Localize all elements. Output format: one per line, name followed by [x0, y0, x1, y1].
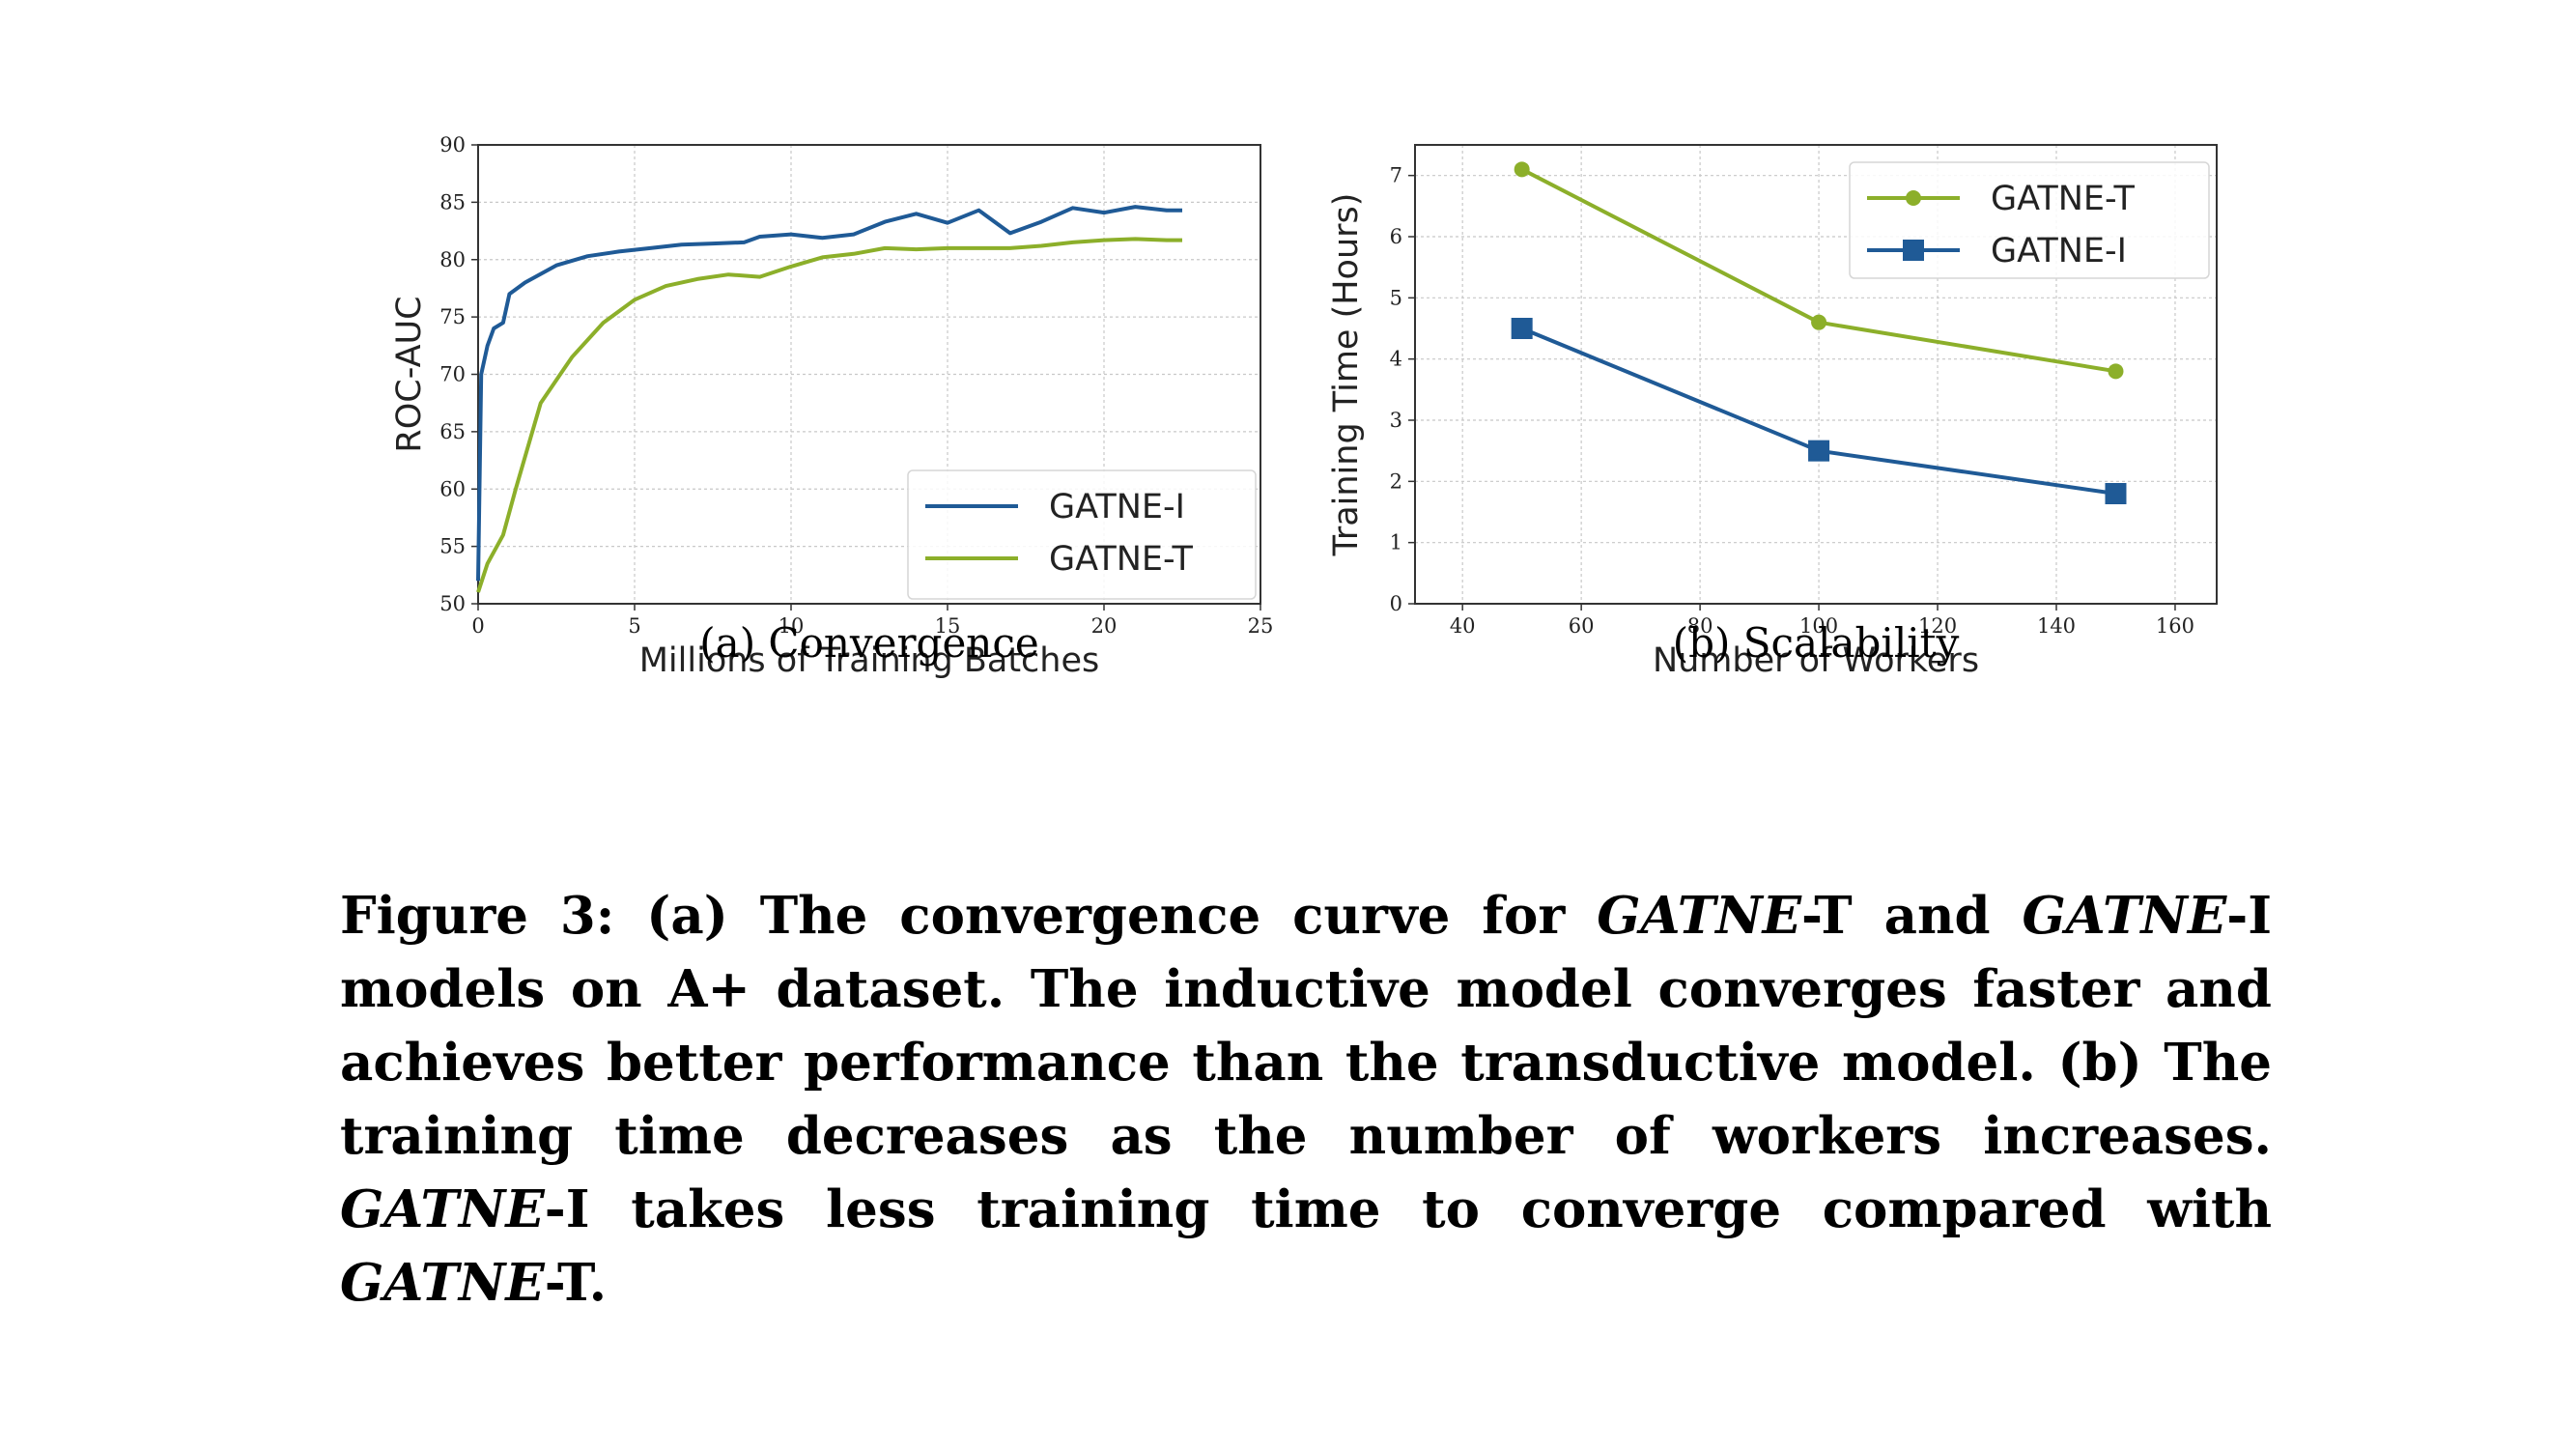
- x-tick-label: 40: [1450, 614, 1476, 638]
- series-line: [476, 205, 1182, 582]
- convergence-chart: 0 5 10 15 20 25 50 55 60 65 70 75 80 85 90 Millions of …: [390, 133, 1274, 680]
- y-tick-label: 70: [439, 363, 466, 386]
- plot-frame: [1414, 144, 2218, 605]
- caption-model-name: GATNE: [2022, 886, 2227, 946]
- y-tick-label: 80: [439, 248, 466, 271]
- y-tick-label: 50: [439, 592, 466, 615]
- y-tick-label: 90: [439, 133, 466, 156]
- y-tick-label: 0: [1390, 592, 1402, 615]
- x-tick-label: 140: [2037, 614, 2076, 638]
- x-tick-label: 10: [778, 614, 805, 638]
- y-axis-label: Training Time (Hours): [1327, 193, 1366, 557]
- caption-text-2: models on A+ dataset. The inductive mode…: [340, 959, 2272, 1093]
- x-tick-label: 100: [1799, 614, 1838, 638]
- data-point: [1514, 161, 1530, 178]
- y-tick-label: 4: [1390, 348, 1402, 371]
- scalability-panel: 40 60 80 100 120 140 160 0 1 2 3 4 5 6 7 Number of Work…: [1294, 116, 2241, 715]
- x-tick-label: 25: [1248, 614, 1274, 638]
- y-tick-label: 65: [439, 420, 466, 443]
- legend-label: GATNE-I: [1991, 232, 2127, 270]
- caption-model-name: GATNE: [340, 1253, 545, 1313]
- caption-part-a-marker: (a): [646, 886, 728, 946]
- data-point: [2108, 363, 2124, 380]
- x-tick-label: 120: [1918, 614, 1957, 638]
- x-tick-label: 5: [628, 614, 640, 638]
- caption-label: Figure 3:: [340, 886, 615, 946]
- caption-text-4: takes less training time to converge com…: [631, 1179, 2272, 1239]
- x-tick-label: 20: [1091, 614, 1118, 638]
- y-tick-label: 2: [1390, 469, 1402, 493]
- data-point: [1808, 440, 1830, 462]
- legend-marker: [1906, 190, 1921, 206]
- y-tick-label: 55: [439, 535, 466, 558]
- convergence-panel: 0 5 10 15 20 25 50 55 60 65 70 75 80 85 90 Millions of …: [348, 116, 1294, 715]
- caption-text-3: The training time decreases as the numbe…: [340, 1033, 2272, 1166]
- y-tick-label: 7: [1390, 164, 1402, 187]
- x-tick-label: 60: [1569, 614, 1595, 638]
- x-tick-label: 80: [1687, 614, 1713, 638]
- subcaption: (a) Convergence: [699, 619, 1038, 667]
- legend-label: GATNE-I: [1049, 488, 1185, 526]
- y-tick-label: 6: [1390, 225, 1402, 248]
- caption-part-b-marker: (b): [2057, 1033, 2142, 1093]
- y-tick-label: 60: [439, 477, 466, 500]
- y-tick-label: 85: [439, 190, 466, 213]
- caption-and: and: [1883, 886, 1991, 946]
- x-tick-label: 160: [2156, 614, 2194, 638]
- y-tick-label: 1: [1390, 531, 1402, 554]
- caption-suffix-i: -I: [544, 1179, 590, 1239]
- series-line: [476, 237, 1182, 593]
- caption-model-name: GATNE: [340, 1179, 545, 1239]
- legend-marker: [1903, 240, 1924, 261]
- y-tick-label: 5: [1390, 286, 1402, 309]
- caption-suffix-t: -T: [1801, 886, 1853, 946]
- caption-text-1: The convergence curve for: [759, 886, 1566, 946]
- legend-box: [907, 469, 1257, 600]
- caption-model-name: GATNE: [1597, 886, 1802, 946]
- y-tick-label: 75: [439, 305, 466, 328]
- caption-suffix-t: -T: [544, 1253, 589, 1313]
- caption-suffix-i: -I: [2226, 886, 2273, 946]
- legend-label: GATNE-T: [1049, 540, 1193, 579]
- x-tick-label: 0: [471, 614, 484, 638]
- y-axis-label: ROC-AUC: [390, 296, 429, 452]
- figure-caption: Figure 3: (a) The convergence curve for …: [340, 879, 2272, 1320]
- x-tick-label: 15: [935, 614, 961, 638]
- data-point: [1511, 318, 1533, 339]
- data-point: [2105, 483, 2127, 504]
- data-point: [1811, 314, 1827, 330]
- y-tick-label: 3: [1390, 409, 1402, 432]
- legend-label: GATNE-T: [1991, 180, 2135, 218]
- caption-end: .: [588, 1253, 608, 1313]
- x-axis-label: Number of Workers: [1653, 641, 1979, 680]
- x-axis-label: Millions of Training Batches: [639, 641, 1100, 680]
- subcaption: (b) Scalability: [1673, 619, 1960, 667]
- scalability-chart: 40 60 80 100 120 140 160 0 1 2 3 4 5 6 7 Number of Work…: [1327, 144, 2218, 680]
- series-line: [1520, 327, 2116, 496]
